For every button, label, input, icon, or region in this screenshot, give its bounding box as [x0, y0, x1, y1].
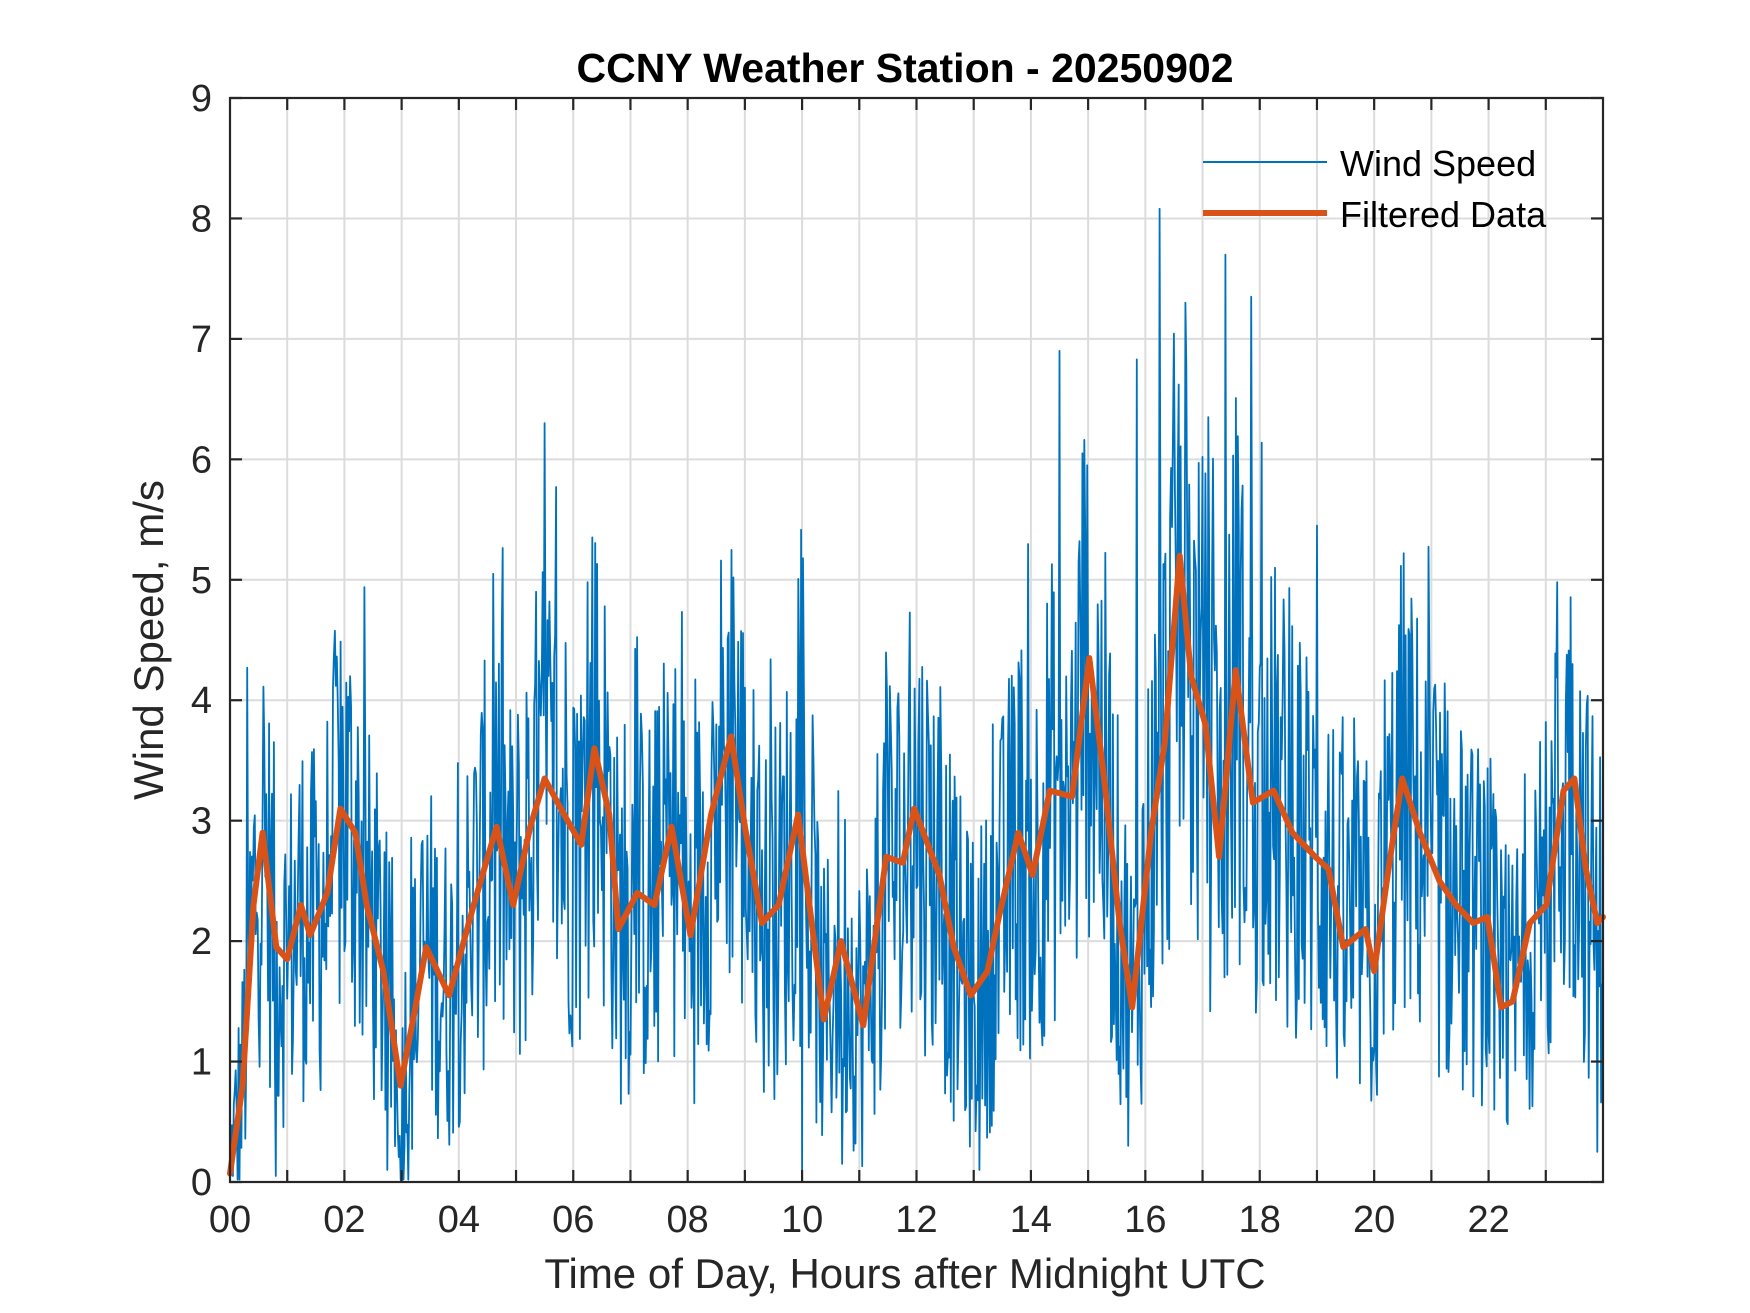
- x-axis-label: Time of Day, Hours after Midnight UTC: [544, 1250, 1265, 1297]
- legend-label-wind-speed: Wind Speed: [1340, 143, 1536, 184]
- y-tick-label: 5: [191, 560, 212, 602]
- x-tick-label: 14: [1010, 1199, 1052, 1241]
- y-tick-label: 9: [191, 78, 212, 120]
- x-tick-label: 10: [781, 1199, 823, 1241]
- axes: [228, 96, 1605, 1184]
- x-tick-labels: 00 02 04 06 08 10 12 14 16 18 20 22: [209, 1199, 1510, 1241]
- y-tick-label: 2: [191, 921, 212, 963]
- wind-speed-line: [229, 207, 1604, 1183]
- y-tick-label: 0: [191, 1162, 212, 1204]
- x-tick-label: 00: [209, 1199, 251, 1241]
- y-tick-label: 6: [191, 439, 212, 481]
- series-wind-speed: [229, 207, 1604, 1183]
- y-axis-label: Wind Speed, m/s: [125, 480, 172, 800]
- y-tick-label: 8: [191, 198, 212, 240]
- x-tick-label: 22: [1467, 1199, 1509, 1241]
- x-tick-label: 04: [438, 1199, 480, 1241]
- y-tick-label: 7: [191, 319, 212, 361]
- chart-title: CCNY Weather Station - 20250902: [576, 45, 1233, 91]
- legend-label-filtered-data: Filtered Data: [1340, 194, 1547, 235]
- y-tick-label: 1: [191, 1042, 212, 1084]
- y-tick-labels: 0 1 2 3 4 5 6 7 8 9: [191, 78, 212, 1204]
- x-tick-label: 16: [1124, 1199, 1166, 1241]
- series-filtered-data: [227, 552, 1606, 1177]
- x-tick-label: 06: [552, 1199, 594, 1241]
- filtered-data-line: [227, 552, 1606, 1177]
- x-tick-label: 08: [667, 1199, 709, 1241]
- y-tick-label: 3: [191, 801, 212, 843]
- legend: Wind Speed Filtered Data: [1203, 143, 1547, 235]
- x-tick-label: 20: [1353, 1199, 1395, 1241]
- x-tick-label: 18: [1239, 1199, 1281, 1241]
- x-tick-label: 12: [895, 1199, 937, 1241]
- x-tick-label: 02: [323, 1199, 365, 1241]
- y-tick-label: 4: [191, 680, 212, 722]
